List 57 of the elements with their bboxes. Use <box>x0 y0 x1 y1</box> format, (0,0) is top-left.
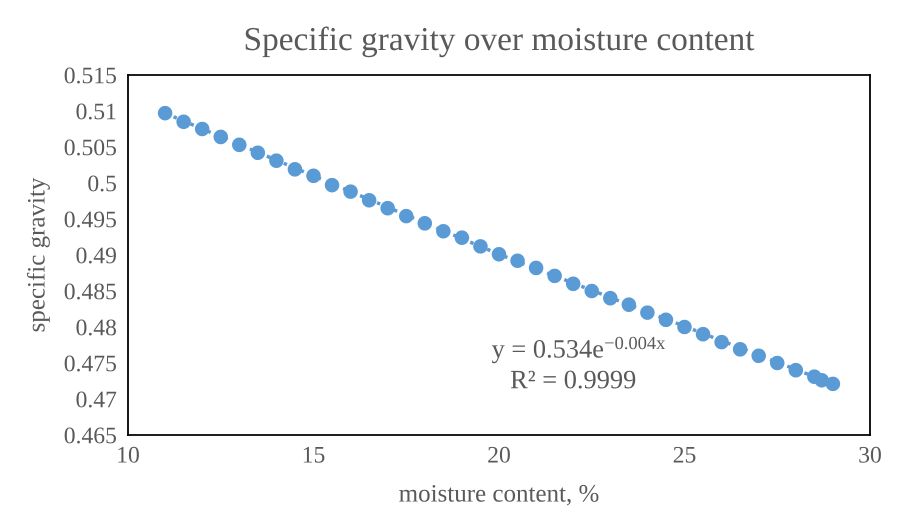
point <box>158 106 172 120</box>
y-tick-label: 0.465 <box>64 427 116 444</box>
point <box>547 268 562 284</box>
x-tick-label: 10 <box>118 446 139 463</box>
point <box>418 216 432 231</box>
point <box>380 200 395 216</box>
annotation: R² = 0.9999 <box>510 370 636 389</box>
point <box>436 224 451 239</box>
point <box>492 246 506 262</box>
point <box>324 178 340 192</box>
y-tick-label: 0.5 <box>88 175 116 192</box>
x-axis-title: moisture content, % <box>399 484 598 506</box>
point <box>566 276 580 292</box>
x-tick-label: 30 <box>859 446 881 463</box>
point <box>603 290 618 306</box>
point <box>213 130 228 144</box>
y-tick-label: 0.48 <box>76 319 116 336</box>
y-tick-label: 0.495 <box>64 211 116 228</box>
x-tick-label: 15 <box>304 446 324 463</box>
y-tick-label: 0.515 <box>64 67 116 84</box>
point <box>622 297 636 312</box>
point <box>454 230 470 246</box>
point <box>250 145 266 160</box>
y-tick-label: 0.505 <box>64 139 116 156</box>
point <box>510 253 525 268</box>
point <box>788 362 804 378</box>
point <box>343 184 358 199</box>
y-tick-label: 0.475 <box>64 355 116 372</box>
x-tick-label: 20 <box>488 446 510 463</box>
point <box>640 305 655 320</box>
point <box>770 356 785 370</box>
point <box>306 168 321 184</box>
point <box>398 208 414 224</box>
y-tick-label: 0.47 <box>76 391 116 408</box>
point <box>696 326 710 342</box>
point <box>232 138 247 152</box>
annotation: y = 0.534e$^{−0.004x}$ <box>492 336 666 364</box>
point <box>732 342 748 357</box>
y-tick-label: 0.51 <box>76 103 116 120</box>
point <box>658 312 674 328</box>
point <box>269 153 284 168</box>
point <box>826 376 840 392</box>
point <box>288 162 302 177</box>
point <box>584 284 600 298</box>
point <box>714 334 729 350</box>
y-axis-title: specific gravity <box>26 178 50 332</box>
point <box>194 122 210 136</box>
chart-title: Specific gravity over moisture content <box>246 26 754 58</box>
point <box>751 348 766 364</box>
point <box>528 260 544 276</box>
point <box>362 192 376 208</box>
y-tick-label: 0.49 <box>76 247 116 264</box>
point <box>176 114 191 130</box>
x-tick-label: 25 <box>674 446 696 463</box>
point <box>473 239 488 254</box>
y-tick-label: 0.485 <box>64 283 116 300</box>
point <box>677 320 692 334</box>
